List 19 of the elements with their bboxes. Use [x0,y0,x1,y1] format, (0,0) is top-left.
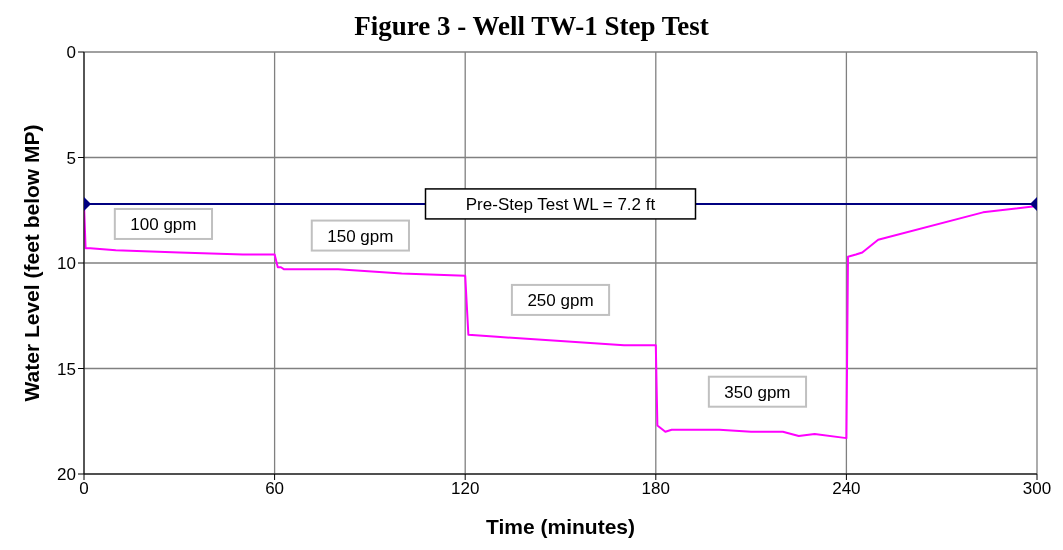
annotation: 100 gpm [130,214,197,234]
y-tick-label: 5 [66,148,76,168]
x-tick-label: 0 [79,479,89,499]
y-tick-label: 20 [57,465,76,485]
annotation: 350 gpm [724,382,791,402]
y-tick-label: 15 [57,359,76,379]
annotation: Pre-Step Test WL = 7.2 ft [465,194,656,214]
x-tick-label: 60 [265,479,285,499]
annotation: 250 gpm [527,290,594,310]
y-tick-label: 0 [66,43,76,63]
x-tick-label: 120 [451,479,480,499]
chart-title: Figure 3 - Well TW-1 Step Test [353,10,710,43]
x-axis-title: Time (minutes) [486,515,635,538]
x-tick-label: 180 [641,479,670,499]
y-tick-label: 10 [57,254,76,274]
x-tick-label: 300 [1022,479,1052,499]
annotation: 150 gpm [327,226,394,246]
x-tick-label: 240 [832,479,861,499]
y-axis-title: Water Level (feet below MP) [20,124,44,402]
